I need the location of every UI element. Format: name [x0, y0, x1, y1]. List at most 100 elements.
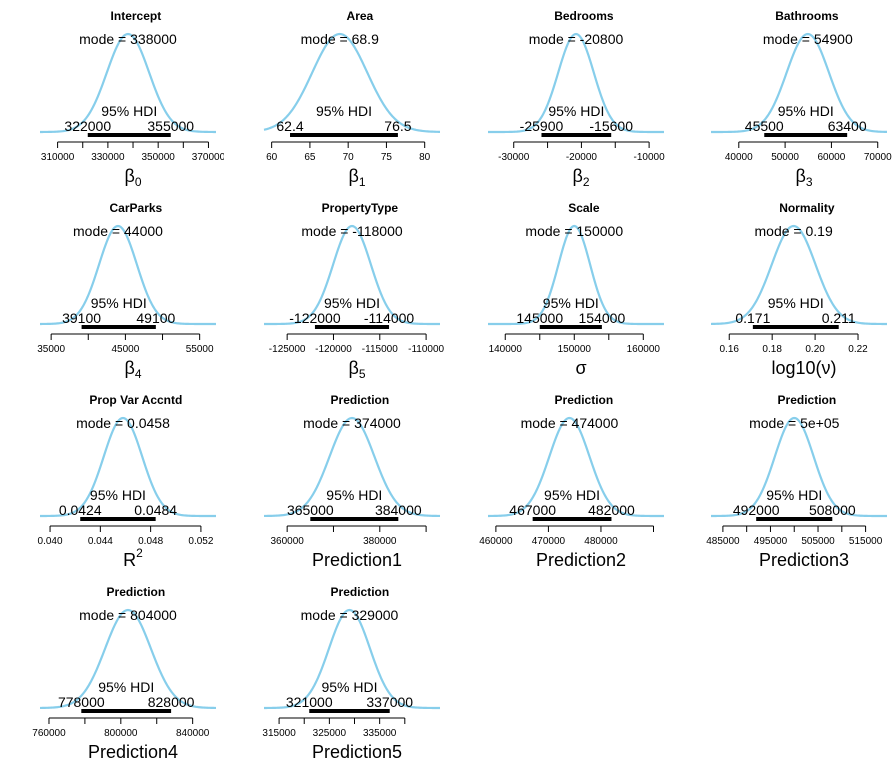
hdi-low-label: 467000: [509, 502, 556, 518]
hdi-high-label: 63400: [828, 118, 867, 134]
x-axis-label: Prediction1: [312, 550, 402, 570]
x-tick-label: 310000: [41, 152, 75, 163]
panel-title: Prop Var Accntd: [89, 393, 182, 407]
density-curve: [711, 416, 888, 518]
mode-label: mode = 0.19: [755, 223, 833, 239]
x-axis-label-superscript: 2: [136, 546, 143, 560]
density-curve: [263, 224, 440, 326]
x-tick-label: 840000: [176, 728, 210, 739]
x-tick-label: 65: [304, 152, 316, 163]
hdi-low-label: 492000: [733, 502, 780, 518]
mode-label: mode = -118000: [301, 223, 403, 239]
x-tick-label: 150000: [557, 344, 591, 355]
x-tick-label: 335000: [363, 728, 397, 739]
hdi-low-label: 365000: [287, 502, 334, 518]
x-tick-label: 0.044: [88, 536, 113, 547]
hdi-low-label: 0.0424: [59, 502, 102, 518]
x-axis-label: β2: [572, 166, 589, 189]
hdi-high-label: 0.0484: [134, 502, 177, 518]
posterior-panel: Bedrooms mode = -20800 95% HDI-25900 -15600…: [487, 9, 665, 189]
panel-title: Prediction: [778, 393, 837, 407]
hdi-high-label: -114000: [364, 310, 415, 326]
panel-title: Prediction: [107, 585, 166, 599]
x-tick-label: 70: [342, 152, 354, 163]
panel-title: Bedrooms: [554, 9, 614, 23]
density-curve: [487, 224, 664, 326]
x-tick-label: 0.18: [763, 344, 783, 355]
hdi-high-label: 482000: [588, 502, 635, 518]
x-axis-label: Prediction3: [759, 550, 849, 570]
panel-title: PropertyType: [321, 201, 398, 215]
density-curve: [40, 416, 216, 518]
hdi-label: 95% HDI: [544, 487, 600, 503]
hdi-high-label: 49100: [136, 310, 175, 326]
x-tick-label: 140000: [488, 344, 522, 355]
hdi-label: 95% HDI: [90, 487, 146, 503]
hdi-label: 95% HDI: [91, 295, 147, 311]
panel-title: Prediction: [330, 585, 389, 599]
x-tick-label: 330000: [91, 152, 125, 163]
x-tick-label: -125000: [269, 344, 306, 355]
x-axis-label: Prediction2: [535, 550, 625, 570]
hdi-low-label: 39100: [62, 310, 101, 326]
panel-title: Scale: [568, 201, 600, 215]
hdi-low-label: -122000: [289, 310, 341, 326]
panel-title: Intercept: [111, 9, 162, 23]
x-axis-label: R2: [123, 546, 143, 570]
mode-label: mode = 329000: [300, 607, 398, 623]
x-tick-label: -115000: [362, 344, 398, 355]
panel-title: Prediction: [554, 393, 613, 407]
x-tick-label: 0.20: [806, 344, 826, 355]
hdi-high-label: 76.5: [384, 118, 411, 134]
hdi-high-label: 384000: [375, 502, 422, 518]
hdi-low-label: 62.4: [276, 118, 303, 134]
hdi-label: 95% HDI: [326, 487, 382, 503]
density-curve: [39, 608, 217, 710]
hdi-low-label: 778000: [58, 694, 105, 710]
panel-title: CarParks: [110, 201, 163, 215]
x-tick-label: 0.052: [188, 536, 213, 547]
mode-label: mode = 68.9: [300, 31, 378, 47]
hdi-high-label: 355000: [147, 118, 194, 134]
x-tick-label: 460000: [479, 536, 513, 547]
x-tick-label: 55000: [186, 344, 214, 355]
density-curve: [263, 32, 440, 133]
x-tick-label: 0.16: [720, 344, 740, 355]
x-tick-label: 515000: [849, 536, 883, 547]
posterior-panel: PropertyType mode = -118000 95% HDI-122000…: [263, 201, 444, 381]
x-axis-label-subscript: 3: [806, 175, 813, 189]
x-tick-label: 80: [419, 152, 431, 163]
x-tick-label: 485000: [706, 536, 740, 547]
x-axis-label-subscript: 4: [135, 367, 142, 381]
x-tick-label: 800000: [104, 728, 138, 739]
x-tick-label: 40000: [725, 152, 753, 163]
x-tick-label: -120000: [315, 344, 352, 355]
mode-label: mode = 338000: [79, 31, 177, 47]
hdi-high-label: 828000: [148, 694, 195, 710]
panel-title: Bathrooms: [775, 9, 839, 23]
density-curve: [487, 32, 664, 134]
density-curve: [263, 608, 440, 710]
x-tick-label: 60000: [818, 152, 846, 163]
x-axis-label-subscript: 0: [135, 175, 142, 189]
density-curve: [39, 224, 216, 326]
hdi-low-label: 45500: [745, 118, 784, 134]
x-tick-label: 325000: [312, 728, 346, 739]
mode-label: mode = 0.0458: [76, 415, 170, 431]
hdi-label: 95% HDI: [542, 295, 598, 311]
x-tick-label: -110000: [408, 344, 444, 355]
x-tick-label: 0.048: [138, 536, 163, 547]
x-axis-label: log10(ν): [772, 358, 837, 378]
mode-label: mode = 54900: [763, 31, 853, 47]
hdi-low-label: -25900: [519, 118, 563, 134]
x-axis-label: β3: [796, 166, 813, 189]
x-axis-label-subscript: 5: [359, 367, 366, 381]
x-tick-label: 70000: [864, 152, 892, 163]
x-tick-label: -30000: [498, 152, 530, 163]
density-curve: [711, 224, 888, 326]
mode-label: mode = 804000: [79, 607, 177, 623]
